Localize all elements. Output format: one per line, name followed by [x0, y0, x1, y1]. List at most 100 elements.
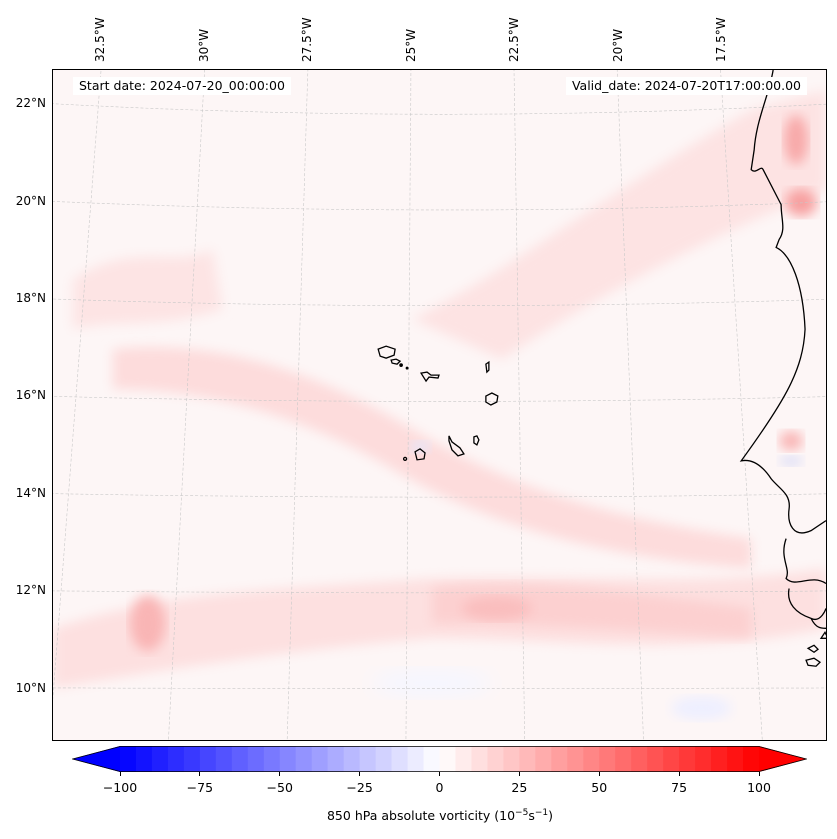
- colorbar-segment: [503, 746, 520, 772]
- meridian-line: [616, 70, 644, 740]
- colorbar-segment: [663, 746, 680, 772]
- island-sao-vicente: [390, 358, 402, 365]
- colorbar-segment: [583, 746, 600, 772]
- parallel-line: [53, 396, 826, 402]
- meridian-line: [168, 70, 205, 740]
- colorbar-segment: [279, 746, 297, 772]
- vorticity-field: [53, 89, 826, 721]
- colorbar-segment: [679, 746, 696, 772]
- colorbar-tick-mark: [758, 772, 760, 776]
- latitude-tick-label: 22°N: [15, 96, 46, 111]
- colorbar-segment: [391, 746, 409, 772]
- latitude-tick-label: 18°N: [15, 290, 46, 305]
- colorbar-segment: [247, 746, 265, 772]
- latitude-tick-label: 12°N: [15, 583, 46, 598]
- colorbar-tick-mark: [518, 772, 520, 776]
- colorbar-tick-label: 100: [747, 780, 771, 795]
- colorbar-tick-mark: [199, 772, 201, 776]
- meridian-line: [53, 70, 102, 701]
- longitude-tick-label: 17.5°W: [714, 17, 729, 62]
- meridian-line: [513, 70, 525, 740]
- island-santo-antao: [377, 345, 396, 359]
- coastlines: [377, 70, 826, 667]
- meridian-line: [286, 70, 309, 740]
- vorticity-min-dakar: [779, 455, 804, 466]
- island-santiago: [448, 435, 465, 457]
- longitude-tick-label: 25°W: [403, 28, 418, 62]
- parallel-line: [53, 103, 826, 115]
- island-maio: [473, 435, 480, 446]
- colorbar-segment: [215, 746, 233, 772]
- parallel-line: [53, 493, 826, 498]
- colorbar-tick-mark: [119, 772, 121, 776]
- vorticity-min-south: [372, 669, 492, 698]
- colorbar-segment: [359, 746, 377, 772]
- colorbar-segment: [743, 746, 760, 772]
- vorticity-max-southcentral: [461, 596, 532, 621]
- colorbar-tick-label: −100: [102, 780, 138, 795]
- longitude-tick-label: 20°W: [610, 28, 625, 62]
- colorbar-segment: [120, 746, 137, 772]
- colorbar-label-mid: s: [528, 808, 535, 824]
- valid-date-label: Valid_date: 2024-07-20T17:00:00.00: [565, 77, 807, 95]
- vorticity-max-dakar: [779, 430, 804, 451]
- vorticity-min-southeast: [671, 696, 732, 721]
- colorbar-segment: [263, 746, 281, 772]
- colorbar-segment: [647, 746, 664, 772]
- latitude-tick-label: 10°N: [15, 680, 46, 695]
- colorbar-segment: [423, 746, 441, 772]
- latitude-tick-label: 16°N: [15, 388, 46, 403]
- colorbar-segment: [295, 746, 313, 772]
- colorbar-tick-mark: [359, 772, 361, 776]
- colorbar-tick-label: 75: [671, 780, 688, 795]
- colorbar-outline: [72, 746, 807, 772]
- colorbar-segment: [151, 746, 169, 772]
- vorticity-map: [53, 70, 826, 740]
- colorbar: [72, 746, 807, 772]
- colorbar-tick-mark: [598, 772, 600, 776]
- colorbar-tick-mark: [678, 772, 680, 776]
- colorbar-segment: [167, 746, 185, 772]
- colorbar-segment: [183, 746, 201, 772]
- colorbar-segment: [471, 746, 489, 772]
- colorbar-label-prefix: 850 hPa absolute vorticity (10: [326, 808, 516, 824]
- colorbar-segment: [231, 746, 249, 772]
- longitude-tick-label: 27.5°W: [300, 17, 315, 62]
- colorbar-tick-label: 50: [591, 780, 608, 795]
- graticule: [53, 70, 826, 740]
- colorbar-tick-label: 0: [435, 780, 444, 795]
- colorbar-segment: [631, 746, 648, 772]
- island-boa-vista: [485, 392, 499, 406]
- colorbar-tick-label: −25: [346, 780, 373, 795]
- colorbar-tick-label: −75: [186, 780, 214, 795]
- colorbar-segment: [695, 746, 712, 772]
- colorbar-tick-label: 25: [511, 780, 528, 795]
- colorbar-segment: [311, 746, 329, 772]
- colorbar-label-suffix: ): [548, 808, 553, 824]
- parallel-line: [53, 201, 826, 211]
- vorticity-band-diagonal: [112, 347, 752, 569]
- colorbar-segment: [615, 746, 632, 772]
- colorbar-tick-mark: [439, 772, 440, 776]
- meridian-line: [720, 70, 763, 740]
- island-brava: [402, 456, 408, 461]
- longitude-tick-label: 32.5°W: [93, 17, 108, 62]
- colorbar-segment: [711, 746, 728, 772]
- parallel-line: [53, 298, 826, 306]
- longitude-tick-label: 22.5°W: [507, 17, 522, 62]
- colorbar-segment: [487, 746, 504, 772]
- vorticity-max-west: [129, 595, 166, 652]
- colorbar-extend-min: [72, 746, 120, 772]
- map-plot-area: [52, 69, 827, 741]
- colorbar-segment: [599, 746, 616, 772]
- colorbar-segment: [343, 746, 361, 772]
- colorbar-segment: [439, 746, 457, 772]
- start-date-label: Start date: 2024-07-20_00:00:00: [73, 77, 291, 95]
- colorbar-segment: [199, 746, 217, 772]
- colorbar-segment: [135, 746, 153, 772]
- coastline-west-africa: [739, 70, 826, 629]
- vorticity-max-coast-north: [784, 114, 809, 165]
- latitude-tick-label: 14°N: [15, 485, 46, 500]
- coastline-bijagos-3: [805, 657, 822, 667]
- colorbar-segment: [567, 746, 584, 772]
